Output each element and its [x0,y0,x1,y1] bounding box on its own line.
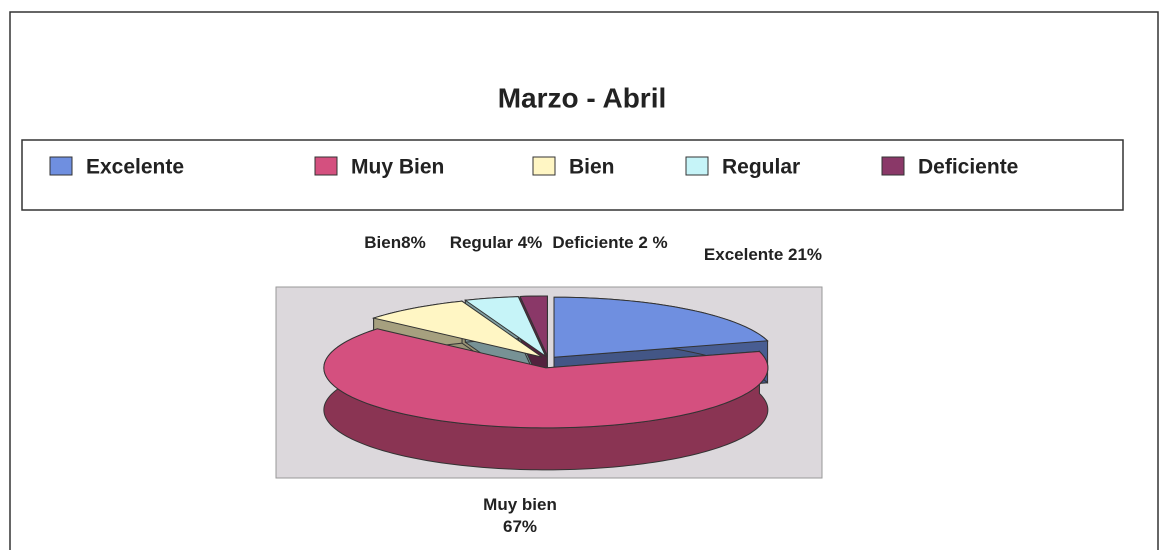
legend-label: Bien [569,156,615,179]
legend-label: Excelente [86,156,184,179]
slice [323,328,769,429]
legend-label: Deficiente [918,156,1018,179]
legend-box [21,139,1124,211]
slice [553,296,769,358]
value-label: Excelente 21% [703,245,823,264]
slice [371,300,543,358]
legend-swatch [532,156,556,176]
slice [519,295,548,357]
legend-swatch [881,156,905,176]
slice [463,296,547,358]
value-label: Regular 4% [449,233,543,252]
legend-swatch [314,156,338,176]
value-label: Deficiente 2 % [552,233,668,252]
legend-label: Muy Bien [351,156,444,179]
value-label: Bien8% [364,233,426,252]
legend-swatch [685,156,709,176]
chart-title: Marzo - Abril [498,82,667,113]
chart-border [9,11,1159,550]
legend-swatch [49,156,73,176]
legend-label: Regular [722,156,800,179]
value-label: Muy bien 67% [483,495,557,536]
